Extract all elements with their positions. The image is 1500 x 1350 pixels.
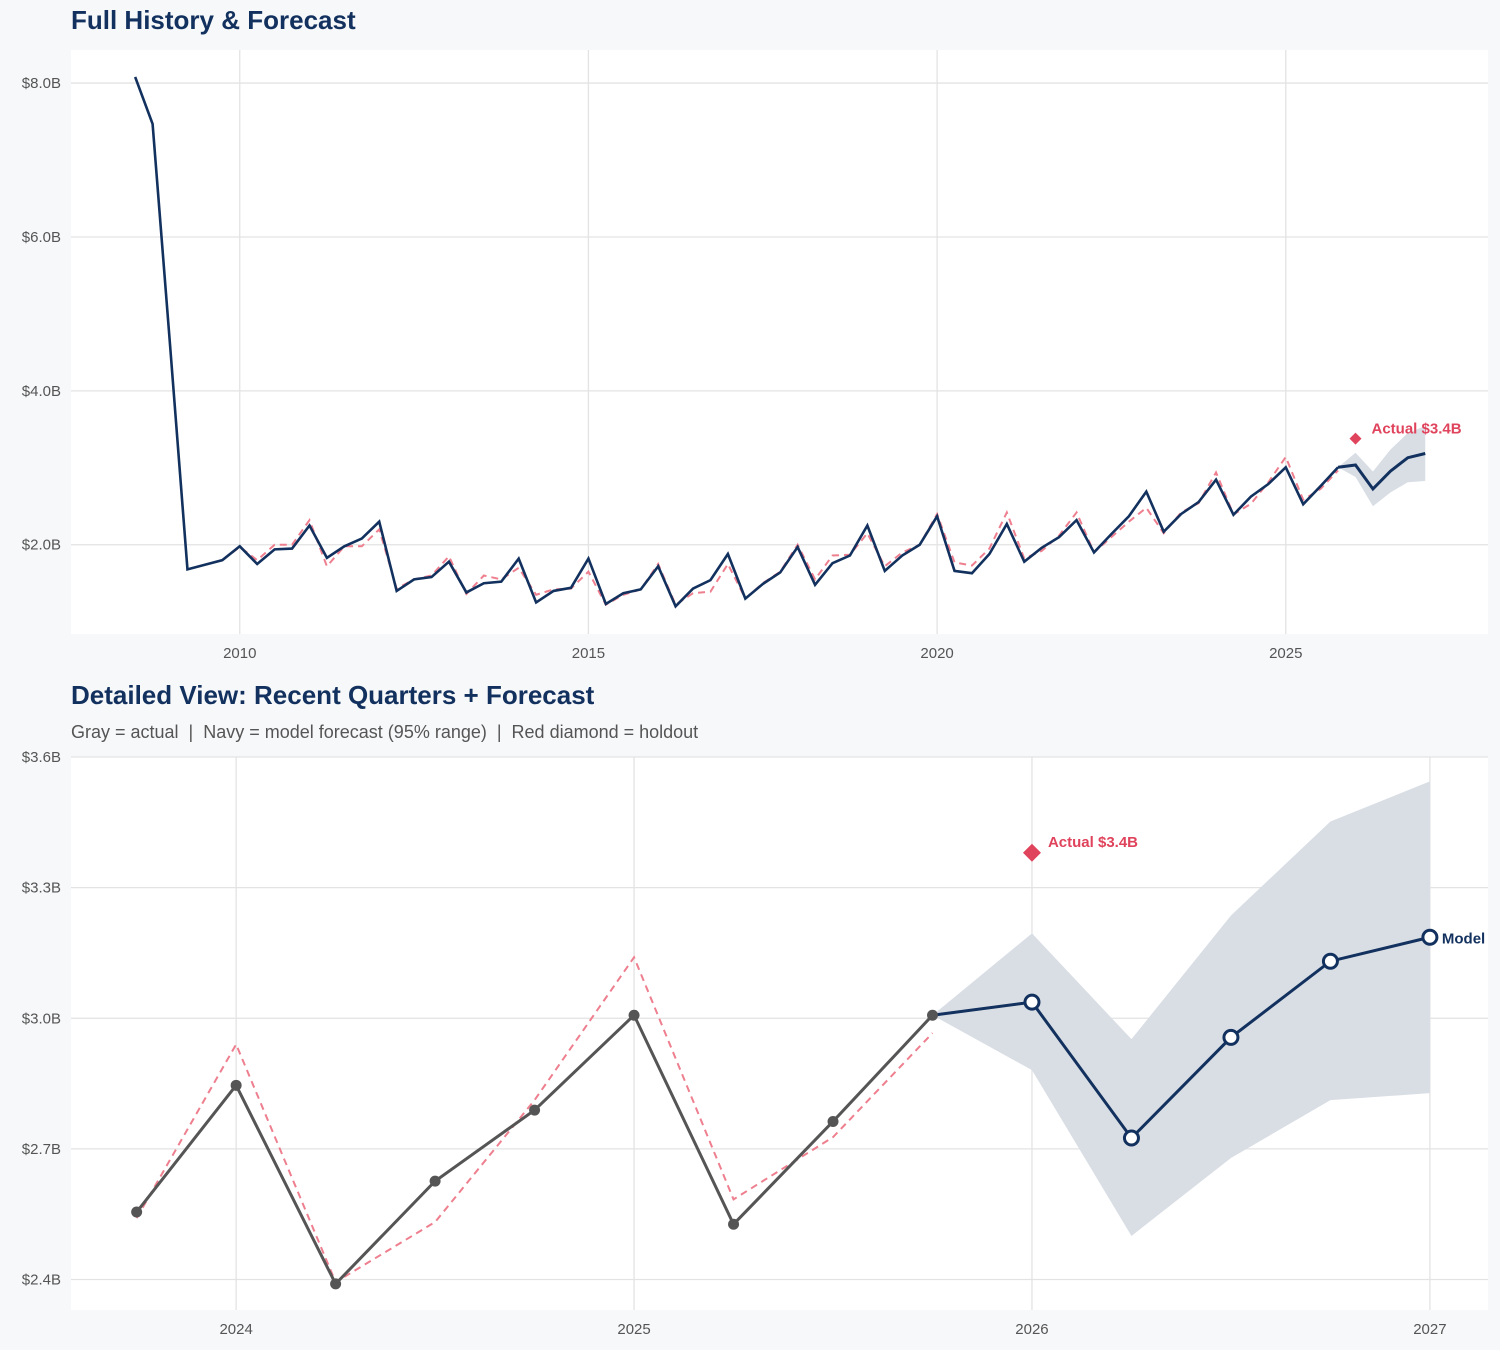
holdout-label: Actual $3.4B — [1048, 834, 1138, 851]
x-tick-label: 2024 — [219, 1321, 252, 1338]
forecast-interval-band — [1338, 425, 1426, 507]
y-tick-label: $3.0B — [22, 1010, 61, 1027]
x-tick-label: 2010 — [223, 645, 256, 662]
x-tick-label: 2020 — [920, 645, 953, 662]
x-tick-label: 2025 — [617, 1321, 650, 1338]
y-tick-label: $2.4B — [22, 1272, 61, 1289]
actual-point — [429, 1175, 441, 1187]
actual-point — [827, 1115, 839, 1127]
forecast-interval-band — [932, 781, 1430, 1236]
full-history-chart: $2.0B $4.0B $6.0B $8.0B 2010 2015 2020 2025 Actu… — [22, 50, 1488, 662]
x-tick-label: 2015 — [572, 645, 605, 662]
y-tick-label: $8.0B — [22, 75, 61, 92]
holdout-diamond — [1022, 843, 1041, 862]
x-tick-label: 2025 — [1269, 645, 1302, 662]
top-chart-title: Full History & Forecast — [71, 5, 356, 35]
forecast-point — [1222, 1028, 1240, 1046]
actual-point — [230, 1079, 242, 1091]
holdout-diamond — [1349, 432, 1362, 445]
plot-area — [71, 50, 1488, 634]
actual-point — [728, 1218, 740, 1230]
forecast-line — [1337, 452, 1426, 492]
y-tick-label: $4.0B — [22, 383, 61, 400]
actual-point — [529, 1104, 541, 1116]
model-label: Model — [1442, 930, 1485, 947]
actual-point — [131, 1206, 143, 1218]
actual-point — [628, 1009, 640, 1021]
y-tick-label: $6.0B — [22, 229, 61, 246]
forecast-line — [932, 935, 1431, 1141]
forecast-point — [1023, 993, 1041, 1011]
bottom-chart-subtitle: Gray = actual | Navy = model forecast (9… — [71, 722, 699, 742]
actual-point — [330, 1278, 342, 1290]
forecast-point — [1321, 952, 1339, 970]
y-tick-label: $2.7B — [22, 1141, 61, 1158]
x-tick-label: 2027 — [1413, 1321, 1446, 1338]
holdout-label: Actual $3.4B — [1372, 421, 1462, 438]
actual-line — [133, 76, 1340, 609]
forecast-point — [1421, 928, 1439, 946]
actual-point — [927, 1009, 939, 1021]
y-tick-label: $2.0B — [22, 537, 61, 554]
y-tick-label: $3.3B — [22, 880, 61, 897]
bottom-chart-title: Detailed View: Recent Quarters + Forecas… — [71, 680, 595, 710]
x-tick-label: 2026 — [1015, 1321, 1048, 1338]
y-tick-label: $3.6B — [22, 749, 61, 766]
forecast-point — [1122, 1129, 1140, 1147]
